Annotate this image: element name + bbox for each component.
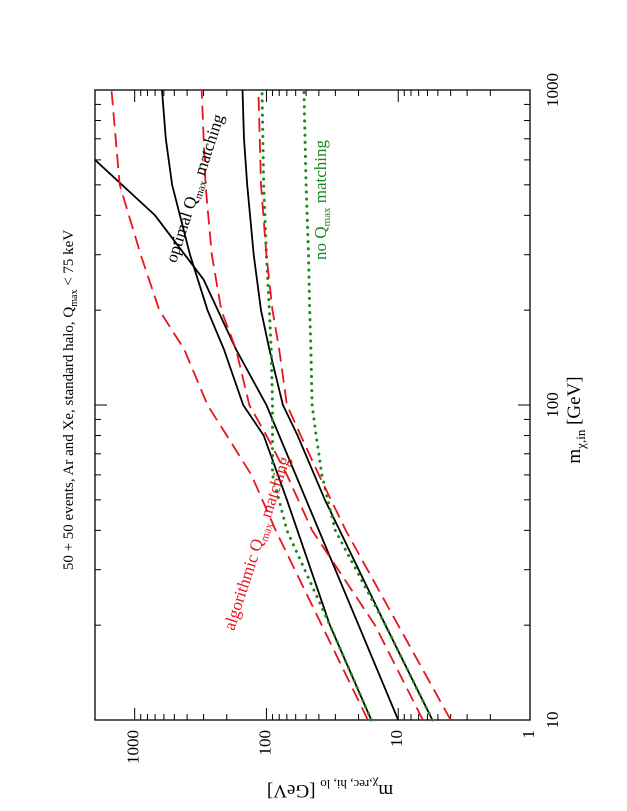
annotation-algorithmic: algorithmic Qmax matching — [220, 454, 297, 634]
series-line-algorithmic-hi — [110, 89, 369, 721]
y-tick-label: 1000 — [124, 730, 143, 764]
y-axis-label: mχ,rec, hi, lo [GeV] — [267, 777, 393, 801]
series-line-optimal-hi — [161, 89, 373, 721]
tick-labels: 10 100 1000 1 10 100 1000 — [124, 73, 562, 764]
series-line-algorithmic-mid — [200, 89, 424, 721]
series-line-reconstructed — [94, 159, 400, 721]
y-tick-label: 100 — [255, 730, 274, 756]
x-tick-label: 1000 — [543, 73, 562, 107]
series-group — [94, 88, 452, 722]
annotation-no-qmax: no Qmax matching — [311, 140, 333, 260]
series-line-no-qmax-lo — [302, 88, 434, 722]
series-line-optimal-lo — [241, 89, 434, 721]
x-tick-label: 10 — [543, 712, 562, 729]
series-line-no-qmax-hi — [260, 88, 373, 722]
y-tick-label: 10 — [387, 730, 406, 747]
chart-title: 50 + 50 events, Ar and Xe, standard halo… — [61, 230, 80, 570]
x-axis-label: mχ,in [GeV] — [564, 376, 588, 463]
minor-ticks — [94, 89, 531, 721]
series-line-algorithmic-lo — [257, 89, 452, 721]
x-tick-label: 100 — [543, 392, 562, 418]
y-tick-label: 1 — [519, 730, 538, 739]
